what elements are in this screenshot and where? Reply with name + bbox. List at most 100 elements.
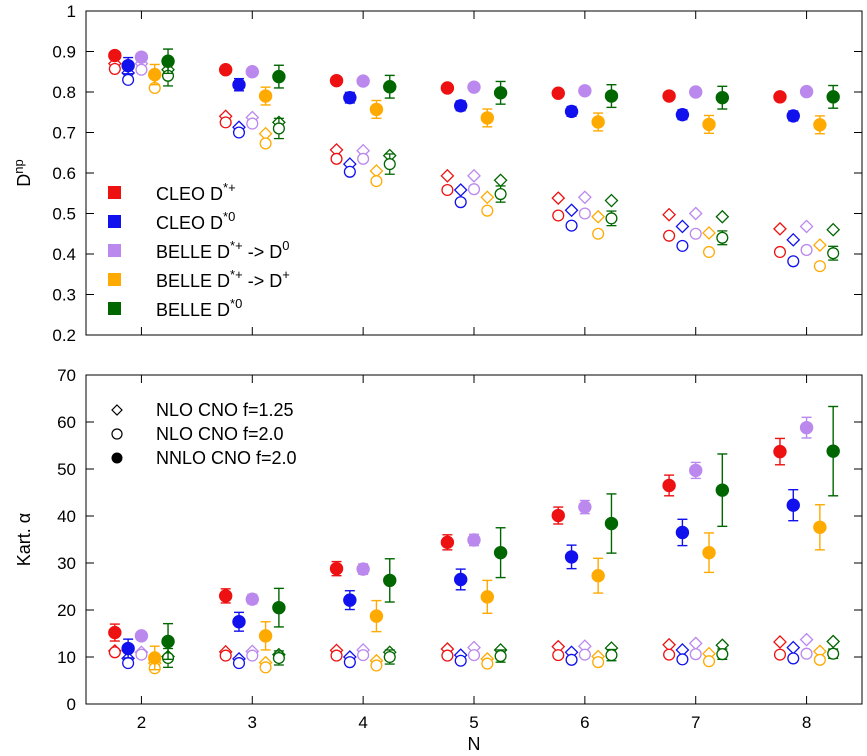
kart-point-nnlo [258,629,273,643]
kart-point-nlo-f2 [246,649,259,662]
kart-point-nnlo [467,533,481,547]
kart-point-nnlo [272,600,286,615]
y-tick-label: 20 [57,601,76,620]
kart-point-nlo-f2 [272,651,285,664]
legend-label: CLEO D*0 [156,209,235,233]
kart-point-nnlo [343,593,357,607]
kart-point-nlo-f125 [799,632,814,647]
y-tick-label: 0.3 [52,286,76,305]
y-tick-label: 1 [67,2,76,21]
kart-point-nnlo [232,615,246,629]
kart-point-nlo-f2 [122,657,135,670]
dnp-point-nnlo [689,85,703,99]
x-tick-label: 7 [691,713,700,732]
kart-point-nnlo [564,550,579,564]
dnp-point-nlo-f2 [716,231,729,244]
dnp-point-nlo-f2 [370,175,383,188]
kart-point-nlo-f2 [676,653,689,666]
kart-point-nnlo [245,592,259,606]
kart-point-nnlo [551,508,565,523]
dnp-point-nlo-f125 [702,226,716,240]
legend-label: NNLO CNO f=2.0 [156,448,297,468]
y-tick-label: 30 [57,554,76,573]
legend-marker-filled-circle-icon [111,452,123,464]
kart-point-nlo-f2 [383,650,396,664]
dnp-point-nnlo [662,89,676,103]
dnp-point-nlo-f2 [343,165,356,178]
y-tick-label: 0.9 [52,43,76,62]
kart-point-nlo-f2 [578,648,591,661]
kart-point-nlo-f2 [454,654,467,667]
kart-point-nlo-f2 [219,649,232,662]
kart-point-nnlo [121,641,135,656]
kart-point-nlo-f125 [826,634,841,649]
dnp-point-nlo-f2 [676,239,689,252]
legend-swatch [108,215,121,228]
dnp-point-nlo-f2 [454,196,467,209]
dnp-point-nlo-f2 [565,219,578,232]
dnp-point-nlo-f2 [357,152,370,165]
kart-point-nnlo [702,545,716,560]
dnp-point-nnlo [161,54,175,68]
dnp-point-nnlo [369,102,384,117]
kart-point-nnlo [826,444,840,458]
x-tick-label: 5 [469,713,478,732]
y-tick-label: 0.4 [52,245,76,264]
dnp-point-nnlo [383,80,397,94]
dnp-point-nlo-f2 [827,247,840,260]
kart-point-nnlo [369,609,384,623]
dnp-point-nnlo [591,115,605,129]
dnp-point-nnlo [813,118,827,132]
dnp-point-nnlo [108,48,122,63]
dnp-point-nlo-f125 [799,219,814,234]
legend-marker-open-circle-icon [111,428,123,440]
legend-swatch [108,302,121,315]
dnp-point-nnlo [773,90,787,104]
kart-point-nlo-f2 [135,648,148,661]
kart-point-nnlo [493,545,508,560]
dnp-y-axis-label: Dnp [11,159,34,186]
y-tick-label: 60 [57,413,76,432]
dnp-point-nlo-f2 [800,243,813,257]
legend-label: BELLE D*0 [156,296,242,320]
dnp-point-nlo-f125 [453,183,468,197]
dnp-point-nlo-f2 [246,117,259,130]
legend-swatch [108,244,121,257]
y-tick-label: 0 [67,695,76,714]
y-tick-label: 0.6 [52,164,76,183]
dnp-point-nlo-f2 [552,209,565,222]
legend-label: CLEO D*+ [156,180,236,204]
dnp-point-nlo-f2 [605,212,618,225]
kart-point-nlo-f2 [689,648,702,661]
legend-swatch [108,273,121,286]
kart-point-nlo-f2 [357,649,370,662]
dnp-point-nnlo [675,107,690,122]
dnp-point-nlo-f2 [330,152,343,165]
dnp-point-nlo-f125 [493,173,508,188]
kart-point-nnlo [799,420,814,435]
dnp-point-nlo-f2 [773,245,787,259]
kart-point-nlo-f2 [800,647,813,660]
dnp-point-nlo-f125 [551,191,566,206]
kart-point-nnlo [480,590,495,604]
legend-label: BELLE D*+ -> D+ [156,267,290,291]
kart-point-nnlo [108,625,122,640]
dnp-point-nlo-f2 [441,183,454,197]
dnp-point-nnlo [232,78,246,92]
kart-point-nnlo [689,463,703,478]
x-tick-label: 8 [802,713,811,732]
kart-point-nnlo [383,573,397,588]
kart-point-nlo-f2 [773,648,787,661]
kart-point-nlo-f125 [773,635,787,649]
kart-point-nnlo [604,516,619,531]
dnp-point-nlo-f125 [662,207,677,222]
dnp-point-nlo-f2 [272,122,285,135]
dnp-point-nnlo [329,73,344,88]
kart-point-nnlo [329,561,344,576]
x-tick-label: 4 [358,713,367,732]
kart-point-nnlo [675,525,690,540]
dnp-point-nlo-f2 [592,227,605,240]
dnp-point-nnlo [148,67,162,82]
kart-point-nlo-f2 [565,653,578,666]
dnp-point-nnlo [453,99,468,113]
